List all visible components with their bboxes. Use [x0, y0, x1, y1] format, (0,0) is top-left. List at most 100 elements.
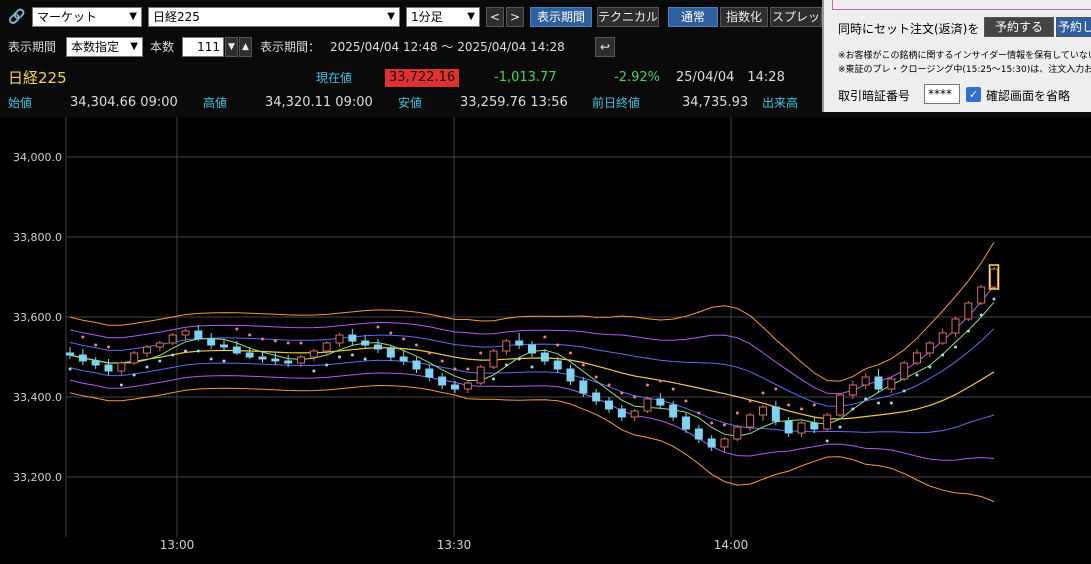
reserve-button-2[interactable]: 予約し — [1056, 17, 1091, 37]
sar-dot — [248, 333, 252, 337]
normal-button[interactable]: 通常 — [668, 7, 718, 27]
candle-body — [579, 380, 588, 394]
reset-icon[interactable]: ↩ — [595, 37, 615, 57]
sar-dot — [466, 367, 470, 371]
sar-dot — [992, 297, 996, 301]
count-input[interactable]: 111 — [182, 37, 224, 57]
sar-dot — [209, 357, 213, 361]
count-down-icon[interactable]: ▼ — [225, 37, 238, 57]
sar-dot — [812, 403, 816, 407]
next-button[interactable]: > — [506, 7, 524, 27]
pin-input[interactable]: **** — [924, 84, 960, 104]
bollinger-bands — [69, 241, 995, 503]
candle-body — [463, 382, 472, 390]
candle-body — [605, 400, 613, 410]
sar-dot — [979, 313, 983, 317]
short-ma-line — [69, 301, 995, 437]
sar-dot — [273, 339, 277, 343]
candle-body — [720, 438, 729, 448]
link-icon[interactable]: 🔗 — [8, 9, 26, 25]
sar-dot — [620, 391, 624, 395]
candle-body — [643, 398, 652, 412]
sar-dot — [915, 373, 919, 377]
candle-body — [861, 376, 870, 386]
bb-outer-lower — [69, 384, 995, 503]
candle-body — [951, 318, 960, 334]
sar-dot — [658, 379, 662, 383]
candle-body — [374, 344, 382, 350]
candle-body — [194, 330, 203, 340]
sar-dot — [607, 383, 611, 387]
candle-body — [78, 354, 87, 362]
candle-body — [425, 368, 434, 378]
sar-dot — [119, 383, 123, 387]
y-tick-label: 33,800.0 — [13, 231, 62, 244]
y-axis-labels: 34,000.0 33,800.0 33,600.0 33,400.0 33,200.0 — [13, 151, 62, 484]
display-period-button[interactable]: 表示期間 — [530, 7, 592, 27]
count-up-icon[interactable]: ▲ — [239, 37, 252, 57]
sar-dot — [94, 343, 98, 347]
sar-dot — [671, 387, 675, 391]
reserve-button[interactable]: 予約する — [984, 17, 1054, 37]
interval-select[interactable]: 1分足 ▼ — [406, 7, 480, 27]
candle-body — [848, 384, 857, 396]
candle-body — [386, 348, 395, 358]
volume-label: 出来高 — [762, 96, 799, 110]
x-axis-labels: 13:00 13:30 14:00 — [160, 538, 749, 552]
skip-confirm-checkbox[interactable]: ✓ — [966, 87, 981, 102]
candle-body — [168, 334, 177, 344]
candle-body — [117, 362, 126, 372]
technical-button[interactable]: テクニカル — [597, 7, 659, 27]
sar-dot — [543, 335, 547, 339]
candle-body — [630, 410, 639, 418]
sar-dot — [145, 365, 149, 369]
sar-dot — [581, 363, 585, 367]
candle-body — [309, 350, 318, 358]
y-tick-label: 33,600.0 — [13, 311, 62, 324]
price-chart[interactable]: 34,000.0 33,800.0 33,600.0 33,400.0 33,200.0… — [0, 117, 1091, 564]
range-label: 表示期間： — [260, 40, 321, 54]
chart-grid — [65, 117, 1091, 537]
bb-mid-lower — [69, 372, 995, 461]
panel-divider — [832, 0, 1091, 10]
chevron-down-icon: ▼ — [467, 11, 475, 22]
sar-dot — [68, 367, 72, 371]
candle-body — [836, 394, 844, 416]
change-value: -1,013.77 — [494, 70, 557, 85]
sar-dot — [312, 369, 316, 373]
prev-button[interactable]: < — [486, 7, 504, 27]
candle-body — [669, 404, 678, 418]
candle-body — [489, 350, 498, 368]
candle-body — [412, 360, 421, 370]
candle-body — [438, 376, 447, 386]
candle-body — [592, 392, 601, 402]
sar-dot — [222, 359, 226, 363]
high-label: 高値 — [203, 96, 228, 110]
period-mode-select[interactable]: 本数指定 ▼ — [66, 37, 143, 57]
y-tick-label: 33,200.0 — [13, 471, 62, 484]
spread-button[interactable]: スプレッド — [770, 7, 822, 27]
market-select[interactable]: マーケット ▼ — [32, 7, 142, 27]
toolbar-row-2: 表示期間 本数指定 ▼ 本数 111 ▼ ▲ 表示期間： 2025/04/04 … — [0, 37, 820, 61]
symbol-select[interactable]: 日経225 ▼ — [148, 7, 400, 27]
candle-body — [990, 268, 998, 288]
sar-dot — [530, 365, 534, 369]
bb-inner-lower — [69, 359, 995, 434]
sar-dot — [800, 407, 803, 411]
order-panel: 同時にセット注文(返済)を 予約する 予約し ※お客様がこの銘柄に関するインサイ… — [822, 0, 1091, 112]
current-label: 現在値 — [316, 71, 353, 85]
sar-dot — [363, 357, 367, 361]
candle-body — [66, 352, 74, 356]
index-button[interactable]: 指数化 — [720, 7, 768, 27]
symbol-select-value: 日経225 — [153, 10, 200, 24]
quote-row: 日経225 現在値 33,722.16 -1,013.77 -2.92% 25/… — [0, 68, 820, 92]
sar-dot — [517, 357, 521, 361]
candle-body — [682, 416, 690, 430]
sar-dot — [787, 403, 791, 407]
candle-body — [451, 384, 459, 390]
y-tick-label: 33,400.0 — [13, 391, 62, 404]
sar-dot — [646, 383, 649, 387]
candle-body — [913, 352, 921, 364]
candle-body — [874, 376, 883, 390]
chevron-down-icon: ▼ — [387, 11, 395, 22]
